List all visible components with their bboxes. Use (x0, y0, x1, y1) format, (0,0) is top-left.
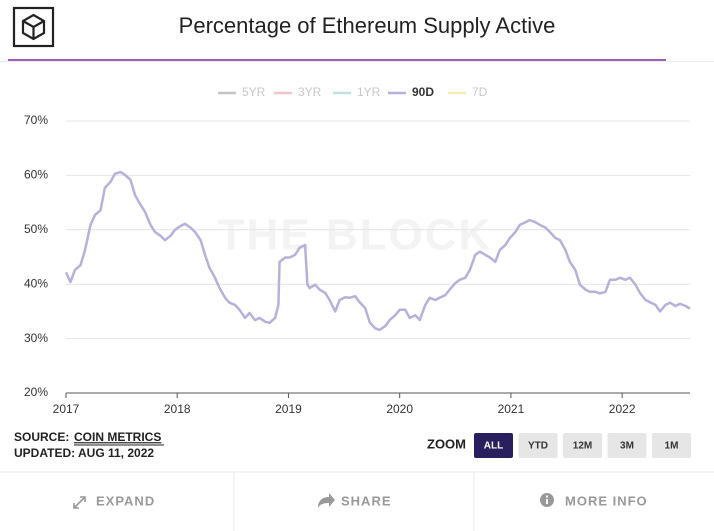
x-tick-label: 2021 (498, 402, 525, 416)
legend-label[interactable]: 7D (472, 85, 488, 99)
legend-label[interactable]: 1YR (357, 85, 381, 99)
legend-label[interactable]: 3YR (298, 85, 322, 99)
legend: 5YR 3YR 1YR 90D 7D (218, 85, 488, 99)
zoom-button-label[interactable]: 1M (665, 441, 679, 452)
source-label: SOURCE: (14, 430, 69, 444)
footer-button[interactable]: MORE INFO (565, 493, 648, 508)
plot: 20% 30% 40% 50% 60% 70% 2017 2018 2019 2020 2021 20… (24, 113, 691, 416)
y-tick-label: 70% (24, 113, 48, 127)
updated: UPDATED: AUG 11, 2022 (14, 446, 154, 460)
x-tick-label: 2017 (53, 402, 80, 416)
zoom-button-label[interactable]: ALL (484, 441, 503, 452)
logo (12, 6, 55, 48)
zoom-button[interactable] (518, 433, 558, 458)
series-line (64, 170, 691, 332)
zoom-button[interactable] (563, 433, 602, 458)
zoom-button[interactable] (652, 433, 691, 458)
y-tick-label: 20% (24, 385, 48, 399)
source-link[interactable]: COIN METRICS (74, 430, 161, 444)
x-tick-label: 2022 (609, 402, 636, 416)
legend-label[interactable]: 5YR (242, 85, 266, 99)
y-tick-label: 50% (24, 222, 48, 236)
footer-button[interactable]: EXPAND (96, 493, 155, 508)
x-tick-label: 2019 (275, 402, 302, 416)
legend-label[interactable]: 90D (412, 85, 434, 99)
x-tick-label: 2020 (386, 402, 413, 416)
footer-button[interactable]: SHARE (341, 493, 392, 508)
share-icon (318, 493, 335, 508)
info-icon (540, 493, 554, 507)
expand-icon (73, 496, 86, 509)
y-tick-label: 60% (24, 168, 48, 182)
footer: EXPAND SHARE MORE INFO (96, 493, 648, 508)
zoom-button-label[interactable]: 12M (573, 441, 592, 452)
zoom-button-label[interactable]: 3M (620, 441, 634, 452)
zoom-button[interactable] (474, 433, 513, 458)
chart-title: Percentage of Ethereum Supply Active (179, 13, 556, 38)
watermark: THE BLOCK (218, 211, 493, 260)
zoom-label: ZOOM (427, 436, 466, 451)
zoom-button[interactable] (607, 433, 647, 458)
y-tick-label: 40% (24, 276, 48, 290)
zoom-button-label[interactable]: YTD (528, 441, 548, 452)
y-tick-label: 30% (24, 331, 48, 345)
x-tick-label: 2018 (164, 402, 191, 416)
zoom-buttons: ALL YTD 12M 3M 1M (474, 433, 691, 458)
